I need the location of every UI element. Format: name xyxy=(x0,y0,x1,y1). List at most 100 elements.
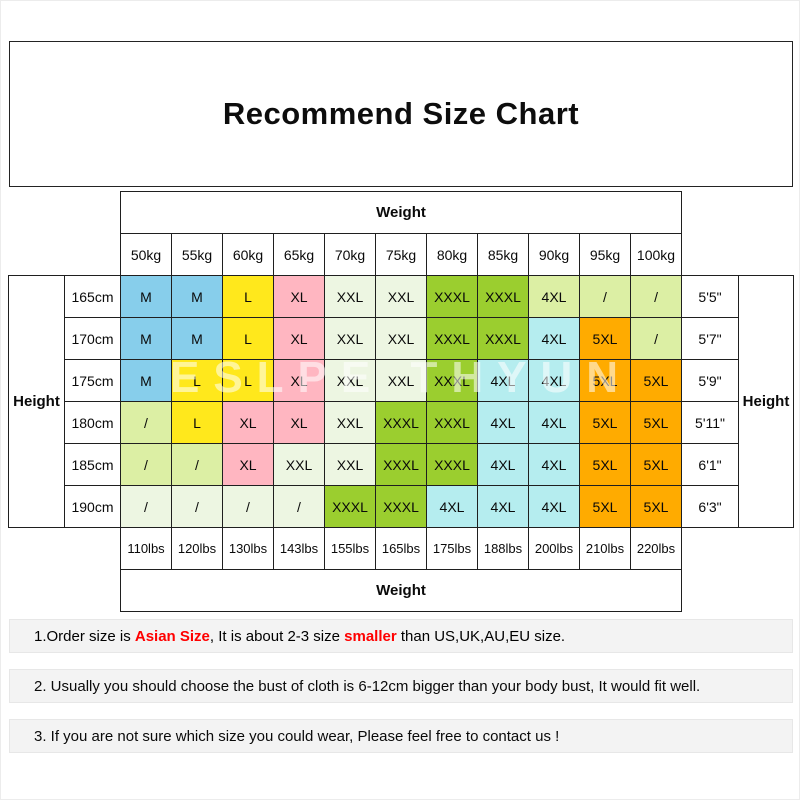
height-cm-cell: 190cm xyxy=(64,485,121,528)
size-cell: M xyxy=(171,275,223,318)
size-cell: 4XL xyxy=(528,443,580,486)
size-cell: 4XL xyxy=(528,275,580,318)
size-cell: XL xyxy=(273,359,325,402)
size-cell: 4XL xyxy=(477,401,529,444)
note-segment: 1.Order size is xyxy=(34,627,135,645)
weight-lbs-cell: 210lbs xyxy=(579,527,631,570)
size-cell: XXXL xyxy=(477,275,529,318)
weight-kg-cell: 95kg xyxy=(579,233,631,276)
size-cell: / xyxy=(120,485,172,528)
weight-lbs-cell: 120lbs xyxy=(171,527,223,570)
size-cell: XL xyxy=(273,275,325,318)
weight-kg-cell: 60kg xyxy=(222,233,274,276)
height-cm-cell: 165cm xyxy=(64,275,121,318)
weight-lbs-cell: 130lbs xyxy=(222,527,274,570)
corner-blank xyxy=(8,191,121,234)
height-ft-cell: 5'11" xyxy=(681,401,740,444)
size-cell: XL xyxy=(222,443,274,486)
weight-kg-cell: 75kg xyxy=(375,233,427,276)
size-cell: 4XL xyxy=(528,401,580,444)
title-box: Recommend Size Chart xyxy=(9,41,793,187)
size-cell: 4XL xyxy=(477,443,529,486)
size-cell: 5XL xyxy=(579,359,631,402)
size-cell: XXXL xyxy=(426,443,478,486)
size-cell: XXL xyxy=(375,275,427,318)
size-cell: 5XL xyxy=(579,485,631,528)
corner-blank xyxy=(681,527,794,570)
weight-header-top: Weight xyxy=(119,191,683,234)
weight-lbs-cell: 200lbs xyxy=(528,527,580,570)
size-cell: XXXL xyxy=(426,359,478,402)
size-cell: 4XL xyxy=(528,485,580,528)
size-cell: 5XL xyxy=(579,317,631,360)
size-cell: XXXL xyxy=(324,485,376,528)
size-cell: XL xyxy=(222,401,274,444)
size-cell: XL xyxy=(273,401,325,444)
note-asian-size: 1.Order size is Asian Size, It is about … xyxy=(9,619,793,653)
size-cell: XXXL xyxy=(426,401,478,444)
size-cell: / xyxy=(120,443,172,486)
size-cell: / xyxy=(579,275,631,318)
page-title: Recommend Size Chart xyxy=(222,96,580,131)
height-label-left: Height xyxy=(8,275,65,528)
height-ft-cell: 5'7" xyxy=(681,317,740,360)
corner-blank xyxy=(681,569,794,612)
weight-header-bottom: Weight xyxy=(119,569,683,612)
size-cell: / xyxy=(171,443,223,486)
size-cell: M xyxy=(120,317,172,360)
size-cell: 5XL xyxy=(579,401,631,444)
weight-kg-cell: 80kg xyxy=(426,233,478,276)
size-cell: / xyxy=(171,485,223,528)
size-cell: XXL xyxy=(324,275,376,318)
size-cell: XXL xyxy=(324,401,376,444)
weight-lbs-cell: 188lbs xyxy=(477,527,529,570)
size-cell: XXL xyxy=(375,317,427,360)
weight-kg-cell: 65kg xyxy=(273,233,325,276)
size-cell: XXL xyxy=(324,317,376,360)
size-cell: 5XL xyxy=(629,359,683,402)
weight-lbs-cell: 175lbs xyxy=(426,527,478,570)
size-cell: 5XL xyxy=(629,401,683,444)
size-cell: 4XL xyxy=(528,317,580,360)
corner-blank xyxy=(8,233,121,276)
note-asian-size-text: 1.Order size is Asian Size, It is about … xyxy=(34,628,565,645)
size-cell: M xyxy=(120,275,172,318)
weight-lbs-cell: 143lbs xyxy=(273,527,325,570)
height-cm-cell: 175cm xyxy=(64,359,121,402)
size-cell: L xyxy=(222,275,274,318)
weight-lbs-cell: 165lbs xyxy=(375,527,427,570)
size-cell: 5XL xyxy=(629,443,683,486)
corner-blank xyxy=(8,569,121,612)
size-cell: XXXL xyxy=(477,317,529,360)
height-ft-cell: 5'5" xyxy=(681,275,740,318)
size-cell: XXXL xyxy=(426,317,478,360)
size-cell: XL xyxy=(273,317,325,360)
size-chart-table: Weight 50kg 55kg 60kg 65kg 70kg 75kg 80kg 85kg 90… xyxy=(8,191,795,612)
note-contact: 3. If you are not sure which size you co… xyxy=(9,719,793,753)
size-cell: L xyxy=(171,359,223,402)
height-cm-cell: 170cm xyxy=(64,317,121,360)
height-ft-cell: 6'1" xyxy=(681,443,740,486)
size-cell: XXL xyxy=(324,359,376,402)
weight-kg-cell: 50kg xyxy=(120,233,172,276)
size-cell: 4XL xyxy=(477,359,529,402)
height-cm-cell: 185cm xyxy=(64,443,121,486)
size-cell: M xyxy=(120,359,172,402)
size-cell: / xyxy=(273,485,325,528)
size-cell: 4XL xyxy=(477,485,529,528)
size-cell: XXL xyxy=(324,443,376,486)
weight-kg-cell: 85kg xyxy=(477,233,529,276)
weight-lbs-cell: 155lbs xyxy=(324,527,376,570)
corner-blank xyxy=(8,527,121,570)
size-cell: XXXL xyxy=(375,485,427,528)
height-ft-cell: 5'9" xyxy=(681,359,740,402)
size-cell: XXXL xyxy=(375,443,427,486)
size-cell: L xyxy=(222,317,274,360)
corner-blank xyxy=(681,191,794,234)
size-cell: / xyxy=(222,485,274,528)
weight-kg-cell: 55kg xyxy=(171,233,223,276)
weight-kg-cell: 90kg xyxy=(528,233,580,276)
note-segment: smaller xyxy=(344,627,397,645)
note-segment: Asian Size xyxy=(134,627,210,645)
